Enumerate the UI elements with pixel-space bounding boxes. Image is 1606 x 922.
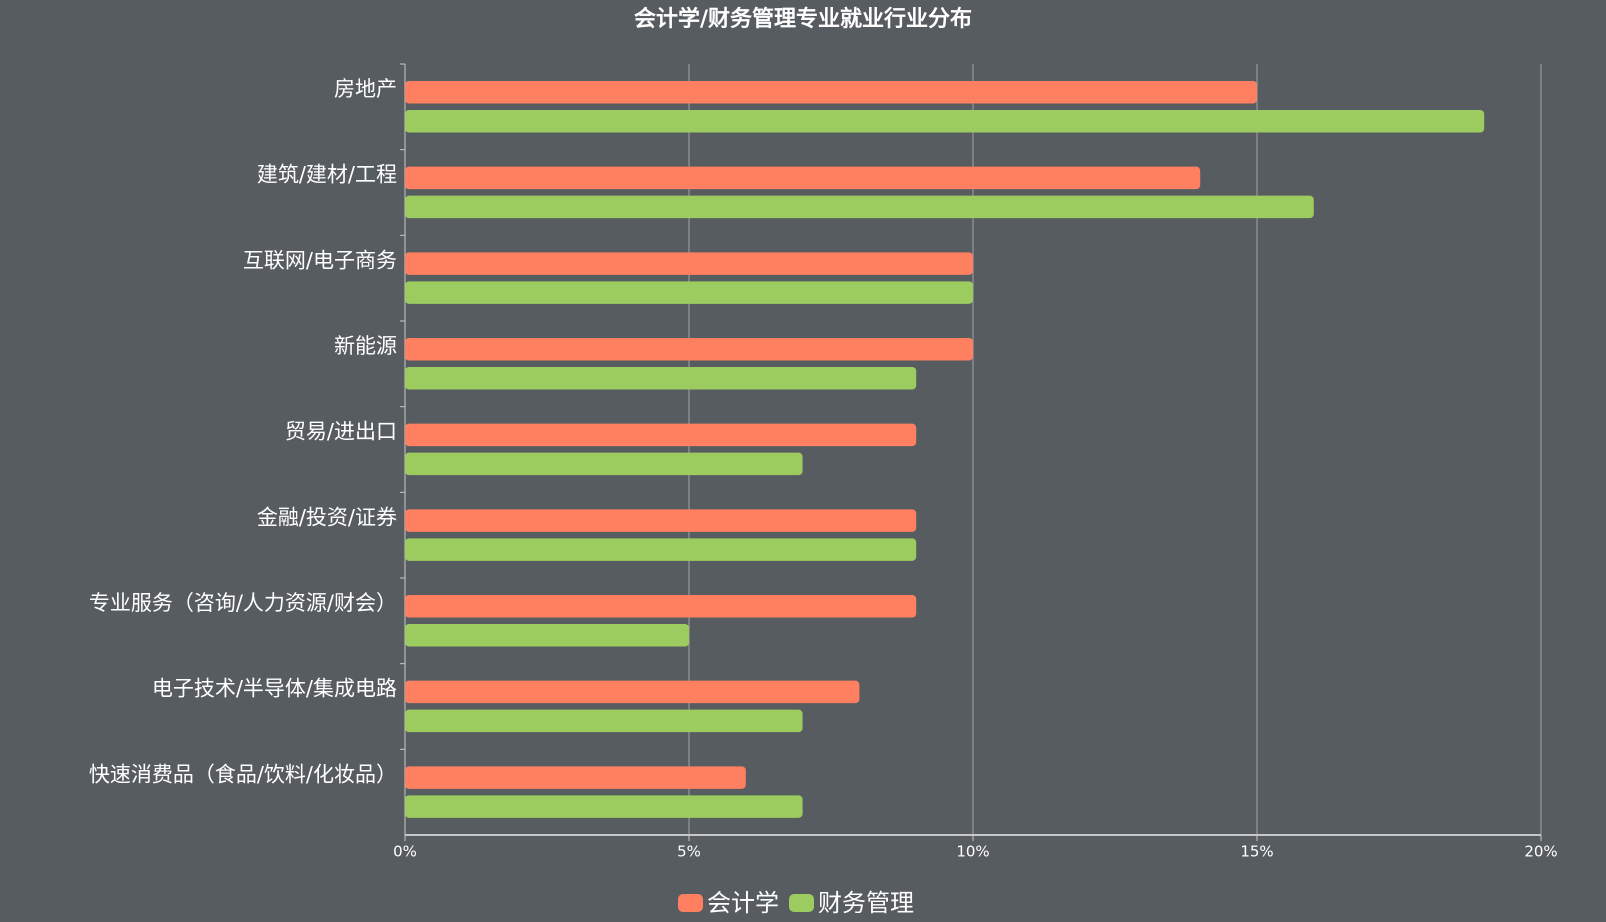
y-tick-label: 互联网/电子商务 (243, 248, 397, 272)
bar (405, 367, 917, 390)
bar (405, 252, 973, 275)
bar (405, 110, 1485, 133)
bar (405, 680, 860, 704)
bar (405, 423, 917, 447)
legend-label: 会计学 (707, 889, 779, 917)
bar (405, 81, 1257, 104)
bar (405, 338, 973, 361)
y-tick-label: 快速消费品（食品/饮料/化妆品） (89, 762, 397, 786)
bar (405, 281, 973, 304)
legend-swatch (789, 894, 814, 912)
x-tick-label: 15% (1240, 843, 1273, 861)
x-tick-label: 10% (956, 843, 989, 861)
x-tick-label: 5% (677, 843, 701, 861)
legend-swatch (678, 894, 703, 912)
x-tick-label: 20% (1524, 843, 1557, 861)
bar (405, 595, 917, 618)
bar (405, 452, 803, 476)
legend-label: 财务管理 (818, 889, 914, 917)
bar (405, 538, 917, 561)
bar (405, 709, 803, 733)
chart-title: 会计学/财务管理专业就业行业分布 (634, 6, 972, 32)
y-tick-label: 房地产 (334, 77, 397, 101)
bar (405, 624, 689, 647)
bar (405, 195, 1314, 219)
bar (405, 795, 803, 818)
y-tick-label: 建筑/建材/工程 (257, 163, 397, 187)
y-tick-label: 新能源 (334, 334, 397, 358)
bar (405, 509, 917, 532)
bar (405, 766, 746, 789)
bar (405, 166, 1201, 190)
y-tick-label: 电子技术/半导体/集成电路 (152, 677, 397, 701)
y-tick-label: 贸易/进出口 (285, 420, 397, 444)
x-tick-label: 0% (393, 843, 417, 861)
y-tick-label: 金融/投资/证券 (257, 505, 397, 529)
y-tick-label: 专业服务（咨询/人力资源/财会） (89, 591, 397, 615)
